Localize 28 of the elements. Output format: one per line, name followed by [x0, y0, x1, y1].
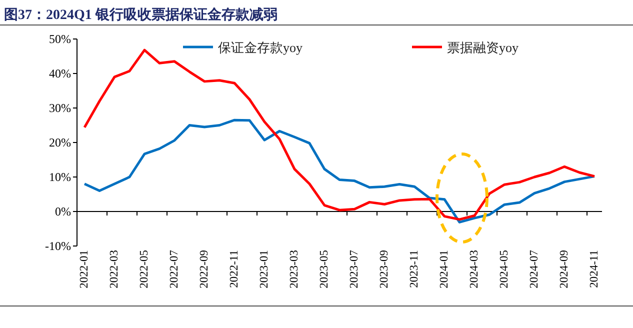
x-tick-label: 2024-01	[438, 250, 450, 288]
x-tick-label: 2022-05	[138, 250, 150, 288]
x-tick-label: 2024-11	[588, 250, 600, 288]
y-tick-label: 0%	[55, 204, 71, 218]
y-tick-label: -10%	[45, 239, 71, 253]
x-tick-label: 2023-05	[318, 250, 330, 288]
legend-label: 保证金存款yoy	[218, 40, 303, 55]
x-tick-label: 2023-11	[408, 250, 420, 288]
x-tick-label: 2022-09	[198, 250, 210, 288]
x-tick-label: 2022-07	[168, 250, 180, 288]
title: 图37：2024Q1 银行吸收票据保证金存款减弱	[4, 8, 278, 23]
y-tick-label: 10%	[49, 170, 71, 184]
x-tick-label: 2024-05	[498, 250, 510, 288]
x-tick-label: 2023-09	[378, 250, 390, 288]
x-tick-label: 2022-11	[228, 250, 240, 288]
y-tick-label: 30%	[49, 101, 71, 115]
x-tick-label: 2024-09	[558, 250, 570, 288]
y-tick-label: 40%	[49, 66, 71, 80]
x-tick-label: 2023-01	[258, 250, 270, 288]
x-tick-label: 2022-01	[78, 250, 90, 288]
x-tick-label: 2022-03	[108, 250, 120, 288]
y-tick-label: 50%	[49, 32, 71, 46]
y-tick-label: 20%	[49, 136, 71, 150]
x-tick-label: 2023-03	[288, 250, 300, 288]
x-tick-label: 2024-03	[468, 250, 480, 288]
x-tick-label: 2024-07	[528, 250, 540, 288]
x-tick-label: 2023-07	[348, 250, 360, 288]
legend-label: 票据融资yoy	[447, 40, 519, 55]
